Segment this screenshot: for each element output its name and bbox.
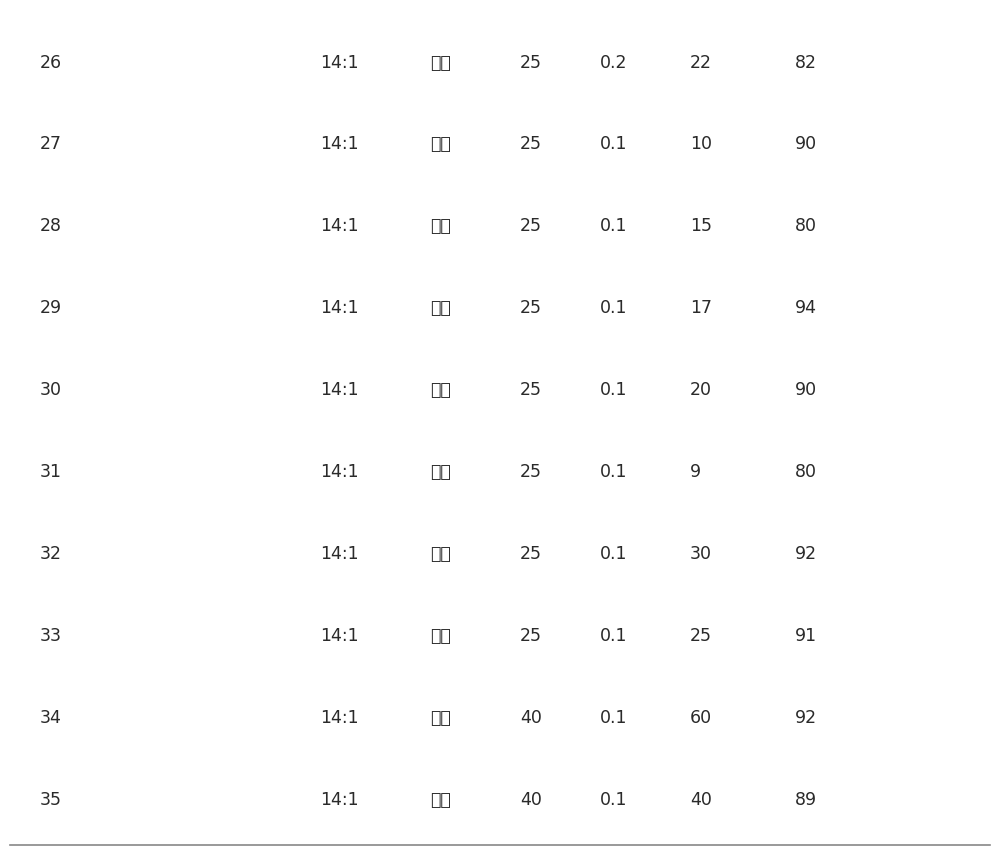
Text: 0.1: 0.1 xyxy=(600,545,628,563)
Text: 25: 25 xyxy=(520,545,542,563)
Text: 28: 28 xyxy=(40,217,62,235)
Text: 22: 22 xyxy=(690,54,712,72)
Text: 25: 25 xyxy=(520,217,542,235)
Text: 80: 80 xyxy=(795,217,817,235)
Text: 27: 27 xyxy=(40,136,62,153)
Text: 乙醇: 乙醇 xyxy=(430,136,451,153)
Text: 92: 92 xyxy=(795,709,817,727)
Text: 32: 32 xyxy=(40,545,62,563)
Text: 94: 94 xyxy=(795,299,817,317)
Text: 0.1: 0.1 xyxy=(600,791,628,809)
Text: 乙醇: 乙醇 xyxy=(430,54,451,72)
Text: 60: 60 xyxy=(690,709,712,727)
Text: 15: 15 xyxy=(690,217,712,235)
Text: 40: 40 xyxy=(520,791,542,809)
Text: 14:1: 14:1 xyxy=(320,791,359,809)
Text: 17: 17 xyxy=(690,299,712,317)
Text: 90: 90 xyxy=(795,381,817,400)
Text: 10: 10 xyxy=(690,136,712,153)
Text: 40: 40 xyxy=(690,791,712,809)
Text: 0.1: 0.1 xyxy=(600,299,628,317)
Text: 26: 26 xyxy=(40,54,62,72)
Text: 20: 20 xyxy=(690,381,712,400)
Text: 30: 30 xyxy=(40,381,62,400)
Text: 14:1: 14:1 xyxy=(320,381,359,400)
Text: 40: 40 xyxy=(520,709,542,727)
Text: 0.1: 0.1 xyxy=(600,463,628,481)
Text: 乙醇: 乙醇 xyxy=(430,463,451,481)
Text: 乙醇: 乙醇 xyxy=(430,791,451,809)
Text: 80: 80 xyxy=(795,463,817,481)
Text: 0.2: 0.2 xyxy=(600,54,628,72)
Text: 14:1: 14:1 xyxy=(320,54,359,72)
Text: 14:1: 14:1 xyxy=(320,709,359,727)
Text: 35: 35 xyxy=(40,791,62,809)
Text: 14:1: 14:1 xyxy=(320,627,359,645)
Text: 乙醇: 乙醇 xyxy=(430,381,451,400)
Text: 9: 9 xyxy=(690,463,701,481)
Text: 25: 25 xyxy=(520,136,542,153)
Text: 14:1: 14:1 xyxy=(320,136,359,153)
Text: 25: 25 xyxy=(520,54,542,72)
Text: 29: 29 xyxy=(40,299,62,317)
Text: 14:1: 14:1 xyxy=(320,463,359,481)
Text: 0.1: 0.1 xyxy=(600,381,628,400)
Text: 25: 25 xyxy=(520,299,542,317)
Text: 14:1: 14:1 xyxy=(320,545,359,563)
Text: 31: 31 xyxy=(40,463,62,481)
Text: 30: 30 xyxy=(690,545,712,563)
Text: 0.1: 0.1 xyxy=(600,217,628,235)
Text: 乙醇: 乙醇 xyxy=(430,217,451,235)
Text: 92: 92 xyxy=(795,545,817,563)
Text: 0.1: 0.1 xyxy=(600,136,628,153)
Text: 25: 25 xyxy=(520,627,542,645)
Text: 14:1: 14:1 xyxy=(320,299,359,317)
Text: 乙醇: 乙醇 xyxy=(430,709,451,727)
Text: 乙醇: 乙醇 xyxy=(430,299,451,317)
Text: 25: 25 xyxy=(520,381,542,400)
Text: 89: 89 xyxy=(795,791,817,809)
Text: 25: 25 xyxy=(690,627,712,645)
Text: 82: 82 xyxy=(795,54,817,72)
Text: 0.1: 0.1 xyxy=(600,627,628,645)
Text: 0.1: 0.1 xyxy=(600,709,628,727)
Text: 乙醇: 乙醇 xyxy=(430,627,451,645)
Text: 34: 34 xyxy=(40,709,62,727)
Text: 乙醇: 乙醇 xyxy=(430,545,451,563)
Text: 90: 90 xyxy=(795,136,817,153)
Text: 14:1: 14:1 xyxy=(320,217,359,235)
Text: 25: 25 xyxy=(520,463,542,481)
Text: 33: 33 xyxy=(40,627,62,645)
Text: 91: 91 xyxy=(795,627,817,645)
